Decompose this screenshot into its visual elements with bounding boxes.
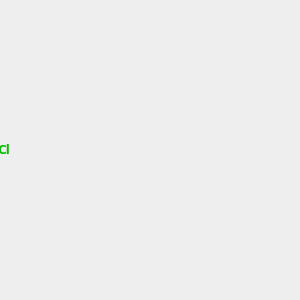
Text: F: F — [0, 144, 8, 157]
Text: N: N — [0, 144, 7, 157]
Text: S: S — [0, 143, 5, 156]
Text: N: N — [0, 144, 8, 157]
Text: N: N — [0, 144, 7, 157]
Text: Cl: Cl — [0, 144, 10, 157]
Text: N: N — [0, 143, 8, 157]
